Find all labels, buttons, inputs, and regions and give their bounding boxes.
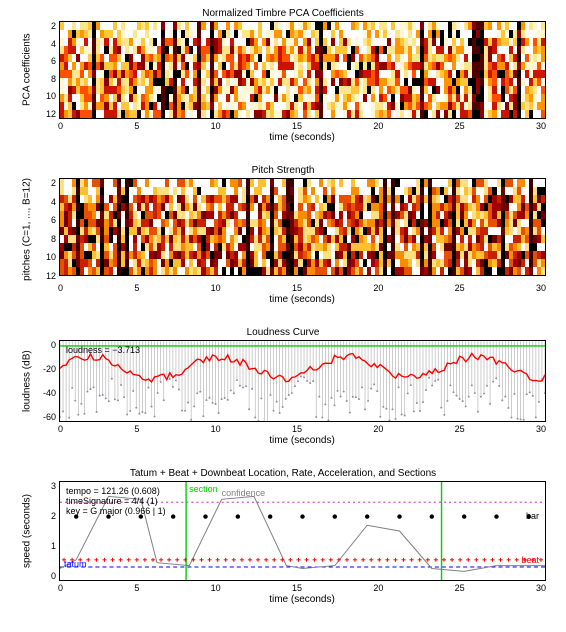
panel-timbre: Normalized Timbre PCA Coefficients PCA c… xyxy=(20,8,546,143)
panel-loudness: Loudness Curve loudness (dB) 0-20-40-60 … xyxy=(20,327,546,446)
panel3-xlabel: time (seconds) xyxy=(58,435,546,446)
panel4-plot: tempo = 121.26 (0.608) timeSignature = 4… xyxy=(59,481,546,581)
panel3-ylabel: loudness (dB) xyxy=(20,340,34,422)
panel-pitch-title: Pitch Strength xyxy=(20,165,546,176)
panel2-heatmap xyxy=(59,178,546,276)
panel2-xlabel: time (seconds) xyxy=(58,294,546,305)
panel2-xticks: 051015202530 xyxy=(58,283,546,293)
panel-rhythm-title: Tatum + Beat + Downbeat Location, Rate, … xyxy=(20,468,546,479)
panel-loudness-title: Loudness Curve xyxy=(20,327,546,338)
panel-timbre-title: Normalized Timbre PCA Coefficients xyxy=(20,8,546,19)
panel2-yticks: 24681012 xyxy=(34,178,59,281)
panel3-plot: loudness = −3.713 xyxy=(59,340,546,422)
panel1-xticks: 051015202530 xyxy=(58,121,546,131)
panel1-heatmap xyxy=(59,21,546,119)
panel3-yticks: 0-20-40-60 xyxy=(34,340,59,422)
panel4-xticks: 051015202530 xyxy=(58,583,546,593)
panel4-ylabel: speed (seconds) xyxy=(20,481,34,581)
figure-root: Normalized Timbre PCA Coefficients PCA c… xyxy=(0,0,566,621)
panel4-xlabel: time (seconds) xyxy=(58,594,546,605)
panel4-yticks: 3210 xyxy=(34,481,59,581)
panel1-xlabel: time (seconds) xyxy=(58,132,546,143)
panel3-xticks: 051015202530 xyxy=(58,424,546,434)
panel-rhythm: Tatum + Beat + Downbeat Location, Rate, … xyxy=(20,468,546,605)
panel-pitch: Pitch Strength pitches (C=1, ..., B=12) … xyxy=(20,165,546,305)
panel1-yticks: 24681012 xyxy=(34,21,59,119)
panel2-ylabel: pitches (C=1, ..., B=12) xyxy=(20,178,34,281)
panel1-ylabel: PCA coefficients xyxy=(20,21,34,119)
